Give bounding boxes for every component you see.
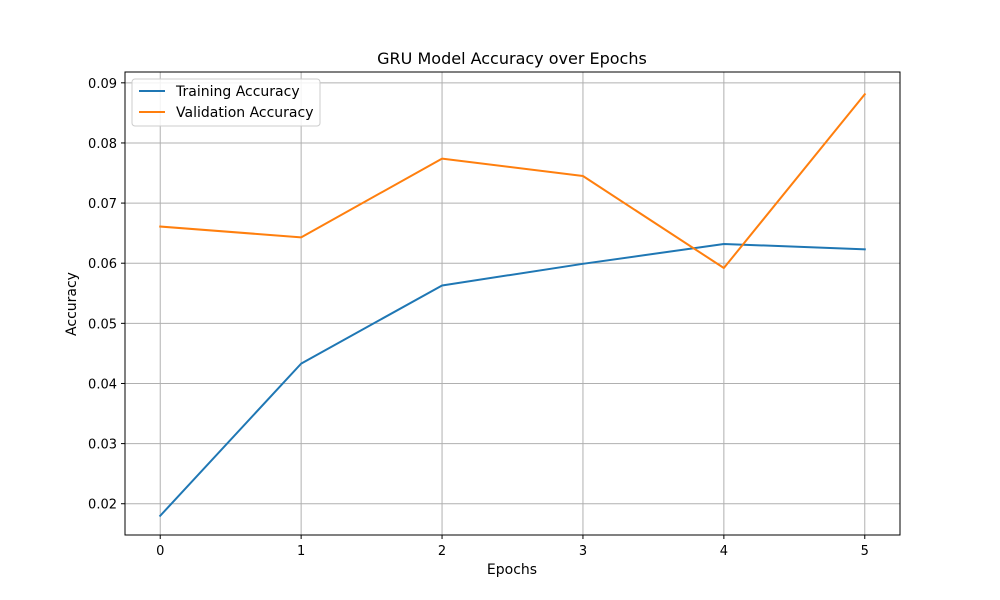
legend-label-validation: Validation Accuracy xyxy=(176,105,314,121)
y-axis-label: Accuracy xyxy=(64,272,80,336)
series-lines xyxy=(158,92,867,518)
plot-frame xyxy=(124,71,901,536)
x-tick-label: 1 xyxy=(297,544,305,559)
chart-title: GRU Model Accuracy over Epochs xyxy=(377,49,647,68)
y-axis-ticks: 0.02 0.03 0.04 0.05 0.06 0.07 0.08 0.09 xyxy=(88,77,125,513)
x-tick-label: 3 xyxy=(579,544,587,559)
x-tick-label: 0 xyxy=(156,544,164,559)
legend-box xyxy=(131,78,321,127)
x-axis-label: Epochs xyxy=(487,562,537,578)
y-tick-label: 0.09 xyxy=(88,77,117,92)
y-tick-label: 0.03 xyxy=(88,438,117,453)
series-line-validation-accuracy xyxy=(159,92,867,270)
y-tick-label: 0.05 xyxy=(88,317,117,332)
legend-label-training: Training Accuracy xyxy=(175,84,300,100)
grid xyxy=(125,72,900,535)
x-axis-ticks: 0 1 2 3 4 5 xyxy=(156,535,869,559)
y-tick-label: 0.04 xyxy=(88,377,117,392)
x-tick-label: 5 xyxy=(861,544,869,559)
y-tick-label: 0.06 xyxy=(88,257,117,272)
y-tick-label: 0.02 xyxy=(88,498,117,513)
y-tick-label: 0.07 xyxy=(88,197,117,212)
legend: Training Accuracy Validation Accuracy xyxy=(131,78,321,127)
series-line-training-accuracy xyxy=(158,242,866,518)
x-tick-label: 2 xyxy=(438,544,446,559)
x-tick-label: 4 xyxy=(720,544,728,559)
y-tick-label: 0.08 xyxy=(88,137,117,152)
